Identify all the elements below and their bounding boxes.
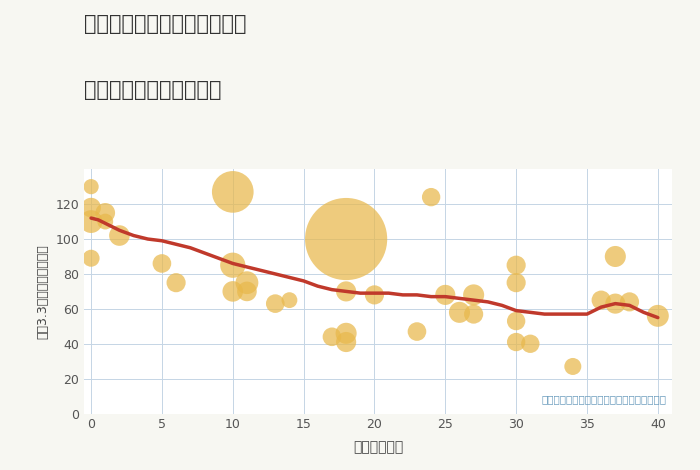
Point — [652, 312, 664, 320]
Point — [468, 310, 480, 318]
Point — [426, 193, 437, 201]
Point — [610, 253, 621, 260]
Point — [440, 291, 451, 298]
Point — [454, 309, 465, 316]
Point — [228, 188, 239, 196]
Point — [99, 218, 111, 225]
X-axis label: 築年数（年）: 築年数（年） — [353, 440, 403, 454]
Text: 福岡県福岡市西区大町団地の: 福岡県福岡市西区大町団地の — [84, 14, 246, 34]
Point — [326, 333, 337, 341]
Point — [85, 204, 97, 212]
Point — [510, 338, 522, 346]
Text: 円の大きさは、取引のあった物件面積を示す: 円の大きさは、取引のあった物件面積を示す — [541, 394, 666, 404]
Point — [156, 260, 167, 267]
Point — [99, 209, 111, 217]
Point — [270, 300, 281, 307]
Point — [241, 288, 253, 295]
Point — [228, 261, 239, 269]
Point — [624, 298, 635, 306]
Point — [340, 288, 351, 295]
Point — [85, 254, 97, 262]
Point — [510, 261, 522, 269]
Point — [171, 279, 182, 286]
Point — [228, 288, 239, 295]
Point — [85, 218, 97, 225]
Point — [369, 291, 380, 298]
Y-axis label: 坪（3.3㎡）単価（万円）: 坪（3.3㎡）単価（万円） — [36, 244, 50, 339]
Point — [85, 183, 97, 190]
Point — [510, 317, 522, 325]
Point — [241, 279, 253, 286]
Point — [567, 363, 578, 370]
Point — [340, 329, 351, 337]
Point — [468, 291, 480, 298]
Point — [525, 340, 536, 347]
Point — [412, 328, 423, 335]
Text: 築年数別中古戸建て価格: 築年数別中古戸建て価格 — [84, 80, 221, 100]
Point — [340, 235, 351, 243]
Point — [340, 338, 351, 346]
Point — [596, 297, 607, 304]
Point — [284, 297, 295, 304]
Point — [510, 279, 522, 286]
Point — [114, 232, 125, 239]
Point — [610, 300, 621, 307]
